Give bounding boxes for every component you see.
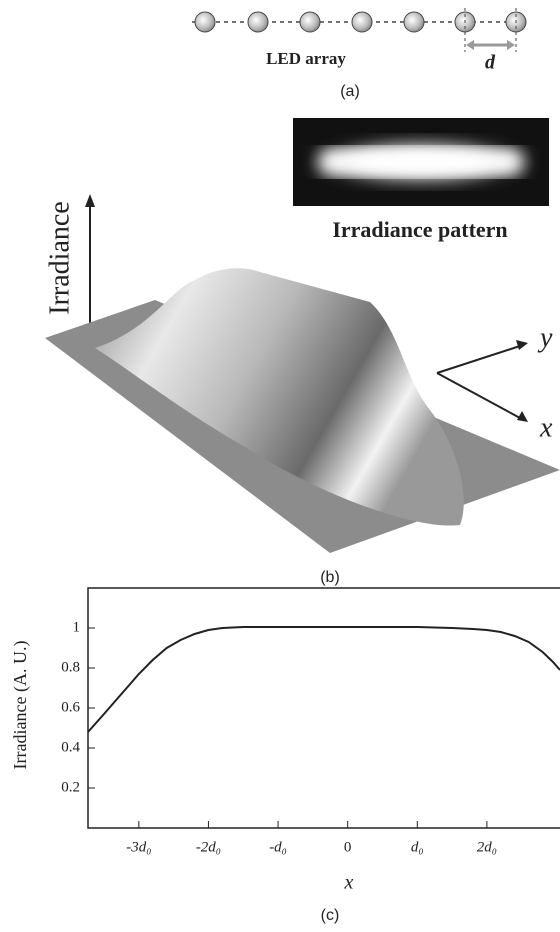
led-array	[192, 8, 528, 52]
surface-bump	[95, 268, 464, 526]
x-arrow	[436, 372, 521, 419]
caption: (b)	[320, 569, 340, 586]
arrow-head	[85, 194, 95, 207]
y-tick-label: 0.4	[61, 739, 80, 755]
caption: (c)	[321, 907, 340, 924]
pattern-label: Irradiance pattern	[332, 217, 507, 242]
line-series	[87, 626, 560, 733]
y-tick-label: 0.8	[61, 659, 80, 675]
vertical-axis-label: Irradiance	[44, 201, 75, 314]
y-tick-label: 1	[73, 619, 81, 635]
arrow-head	[516, 340, 528, 350]
x-axis-label: x	[344, 872, 354, 894]
x-tick-label: 2d₀	[477, 839, 497, 855]
y-axis-label: Irradiance (A. U.)	[10, 641, 31, 770]
arrow-head	[517, 411, 528, 422]
y-tick-label: 0.6	[61, 699, 80, 715]
caption: (a)	[340, 83, 360, 100]
led-array-label: LED array	[266, 49, 346, 68]
pattern-core	[318, 148, 524, 176]
spacing-label: d	[485, 52, 496, 74]
x-tick-label: 0	[344, 839, 352, 855]
y-arrow	[436, 345, 521, 374]
plot-frame	[87, 587, 560, 829]
x-tick-label: d₀	[411, 839, 424, 855]
x-tick-label: -2d₀	[196, 839, 221, 855]
x-axis-name: x	[539, 412, 553, 443]
y-axis-name: y	[537, 322, 553, 353]
x-tick-label: -d₀	[269, 839, 287, 855]
x-tick-label: -3d₀	[126, 839, 151, 855]
y-tick-label: 0.2	[61, 779, 80, 795]
